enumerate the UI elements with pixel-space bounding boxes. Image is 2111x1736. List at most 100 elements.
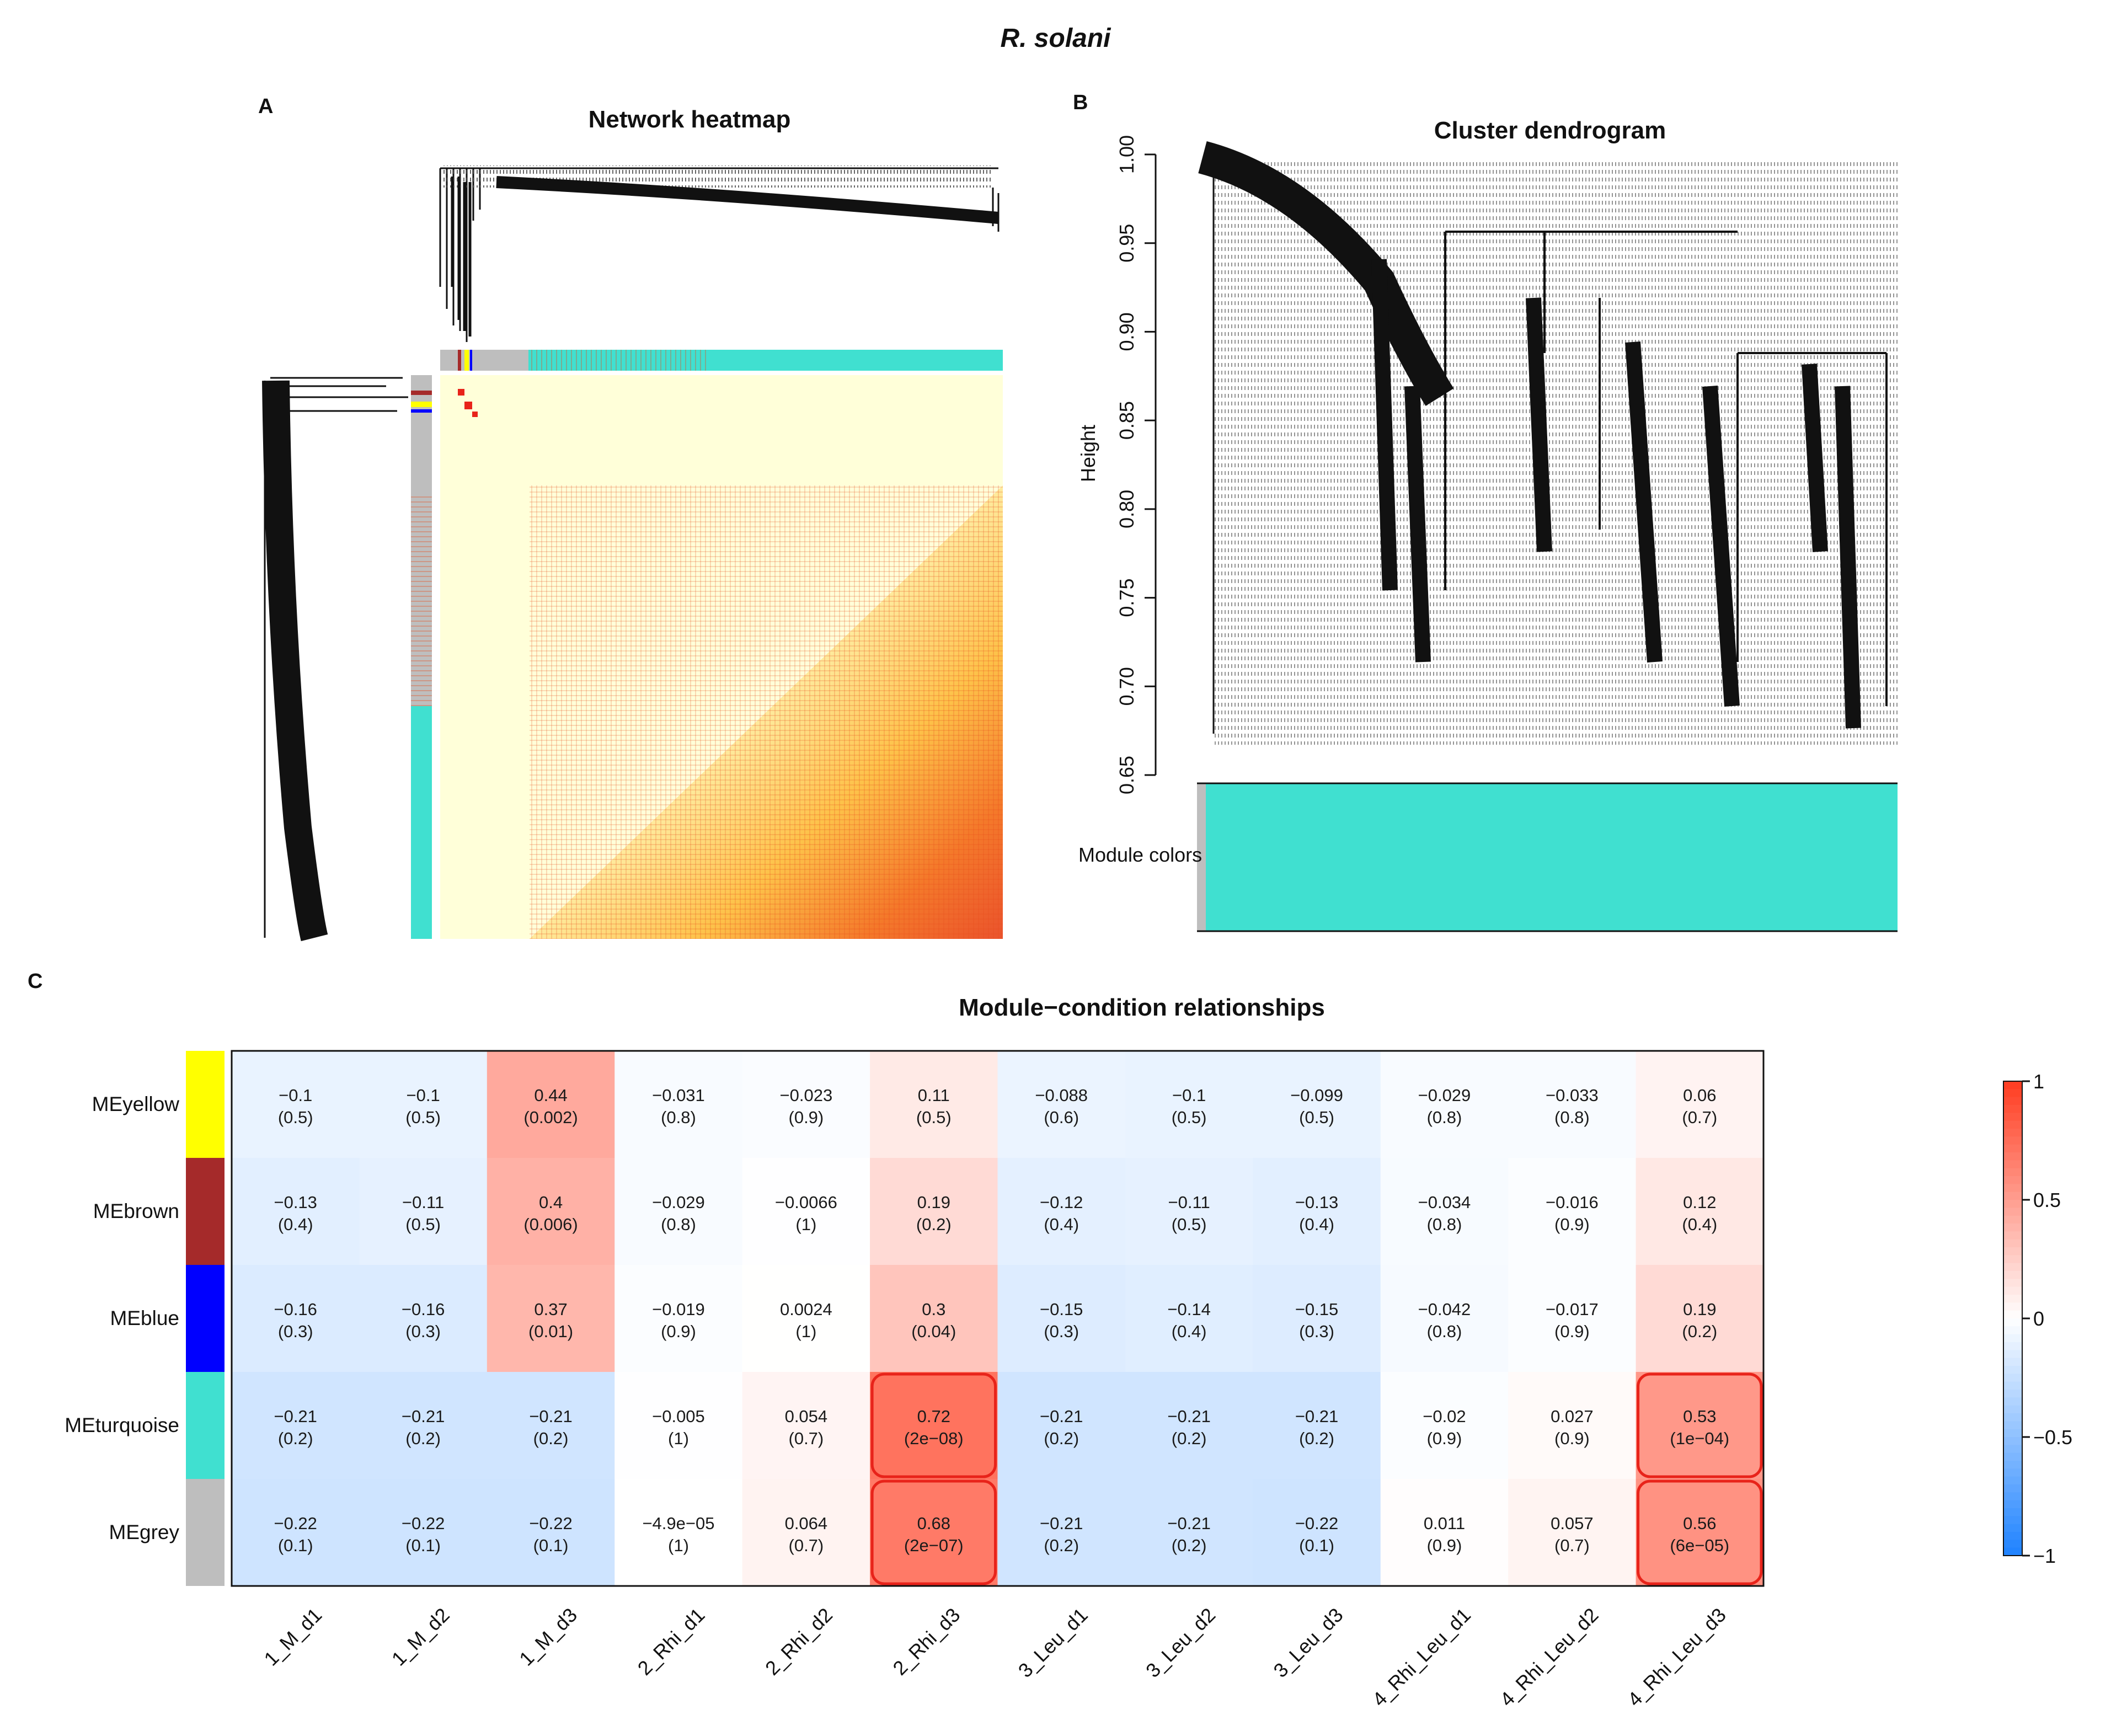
colorbar-segment (2003, 1421, 2022, 1430)
heatmap-cell (487, 1158, 615, 1265)
colorbar-segment (2003, 1152, 2022, 1161)
colorbar-segment (2003, 1350, 2022, 1359)
cell-value: −0.16 (402, 1300, 445, 1319)
cell-pvalue: (0.7) (789, 1429, 824, 1448)
colorbar-segment (2003, 1413, 2022, 1422)
y-tick-label: 0.90 (1115, 312, 1138, 351)
cell-value: 0.72 (917, 1407, 950, 1426)
cell-pvalue: (0.9) (1427, 1536, 1462, 1555)
cell-value: −0.019 (652, 1300, 705, 1319)
panel-a-title: Network heatmap (588, 106, 791, 133)
colorbar-segment (2003, 1500, 2022, 1509)
heatmap-cell (1380, 1158, 1509, 1265)
cell-value: −0.11 (402, 1193, 444, 1212)
row-color-swatch (186, 1051, 225, 1158)
cell-value: −0.016 (1546, 1193, 1599, 1212)
cell-pvalue: (0.8) (661, 1108, 696, 1127)
heatmap-cell (232, 1479, 360, 1587)
panel-c-letter: C (28, 970, 43, 993)
left-dendrogram (262, 377, 408, 942)
column-label: 3_Leu_d1 (1014, 1604, 1092, 1682)
cell-pvalue: (0.5) (1299, 1108, 1334, 1127)
cell-value: −0.0066 (775, 1193, 837, 1212)
cell-pvalue: (0.01) (528, 1322, 573, 1341)
heatmap-cell (742, 1372, 870, 1479)
colorbar-segment (2003, 1524, 2022, 1532)
cell-value: −0.005 (652, 1407, 705, 1426)
colorbar-segment (2003, 1437, 2022, 1446)
colorbar-segment (2003, 1113, 2022, 1121)
row-label: MEbrown (93, 1200, 179, 1222)
heatmap-cell (1508, 1051, 1637, 1158)
colorbar-segment (2003, 1089, 2022, 1098)
cell-value: 0.53 (1683, 1407, 1716, 1426)
heatmap-cell (359, 1479, 488, 1587)
column-label: 2_Rhi_d2 (761, 1604, 837, 1680)
heatmap-cell (487, 1372, 615, 1479)
cell-value: 0.37 (534, 1300, 567, 1319)
heatmap-cell (232, 1158, 360, 1265)
cell-value: −0.099 (1290, 1086, 1343, 1105)
colorbar-segment (2003, 1484, 2022, 1493)
heatmap-cell (742, 1051, 870, 1158)
colorbar-segment (2003, 1366, 2022, 1375)
colorbar-segment (2003, 1160, 2022, 1169)
height-axis-label: Height (1077, 425, 1099, 482)
heatmap-cell (1380, 1265, 1509, 1372)
heatmap-cell (1636, 1051, 1764, 1158)
cell-pvalue: (1) (668, 1429, 689, 1448)
colorbar-segment (2003, 1318, 2022, 1327)
cell-value: 0.054 (785, 1407, 828, 1426)
colorbar-segment (2003, 1176, 2022, 1185)
cell-value: −0.034 (1418, 1193, 1471, 1212)
heatmap-cell (614, 1051, 743, 1158)
cell-pvalue: (0.2) (278, 1429, 313, 1448)
cell-pvalue: (0.9) (789, 1108, 824, 1127)
cell-pvalue: (0.7) (789, 1536, 824, 1555)
cell-value: −0.11 (1168, 1193, 1210, 1212)
colorbar-segment (2003, 1492, 2022, 1501)
colorbar-segment (2003, 1381, 2022, 1390)
cell-value: −0.22 (1295, 1514, 1338, 1533)
colorbar-segment (2003, 1136, 2022, 1145)
colorbar-segment (2003, 1310, 2022, 1319)
cell-value: −0.088 (1035, 1086, 1088, 1105)
cell-value: 0.19 (917, 1193, 950, 1212)
figure-title: R. solani (1000, 24, 1111, 53)
cell-value: −0.031 (652, 1086, 705, 1105)
colorbar-label: 0 (2033, 1307, 2044, 1330)
heatmap-cell (742, 1158, 870, 1265)
column-label: 1_M_d1 (259, 1604, 326, 1670)
colorbar-segment (2003, 1255, 2022, 1264)
row-label: MEturquoise (65, 1414, 179, 1436)
colorbar-segment (2003, 1192, 2022, 1200)
heatmap-cell (614, 1158, 743, 1265)
column-label: 2_Rhi_d1 (633, 1604, 709, 1680)
heatmap-cell (1380, 1479, 1509, 1587)
column-label: 4_Rhi_Leu_d3 (1623, 1604, 1730, 1711)
cell-value: −0.21 (529, 1407, 572, 1426)
heatmap-cell (359, 1158, 488, 1265)
colorbar-segment (2003, 1215, 2022, 1224)
heatmap-cell (1125, 1265, 1253, 1372)
heatmap-cell (1125, 1372, 1253, 1479)
panel-b-letter: B (1073, 91, 1088, 114)
colorbar-segment (2003, 1231, 2022, 1240)
highlight-box (1637, 1372, 1763, 1478)
colorbar-label: 0.5 (2033, 1189, 2061, 1211)
heatmap-cell (870, 1479, 998, 1587)
panel-a-letter: A (258, 95, 274, 118)
cell-value: −0.21 (1040, 1407, 1083, 1426)
cell-pvalue: (0.5) (1172, 1108, 1207, 1127)
heatmap-cell (1253, 1265, 1381, 1372)
cell-pvalue: (0.9) (1427, 1429, 1462, 1448)
cell-value: −0.13 (1295, 1193, 1338, 1212)
colorbar-segment (2003, 1247, 2022, 1256)
heatmap-cell (997, 1158, 1126, 1265)
row-label: MEyellow (92, 1093, 180, 1115)
cell-pvalue: (0.7) (1554, 1536, 1590, 1555)
row-color-swatch (186, 1265, 225, 1372)
heatmap-cell (1508, 1479, 1637, 1587)
cell-value: 0.027 (1551, 1407, 1594, 1426)
cell-value: 0.19 (1683, 1300, 1716, 1319)
